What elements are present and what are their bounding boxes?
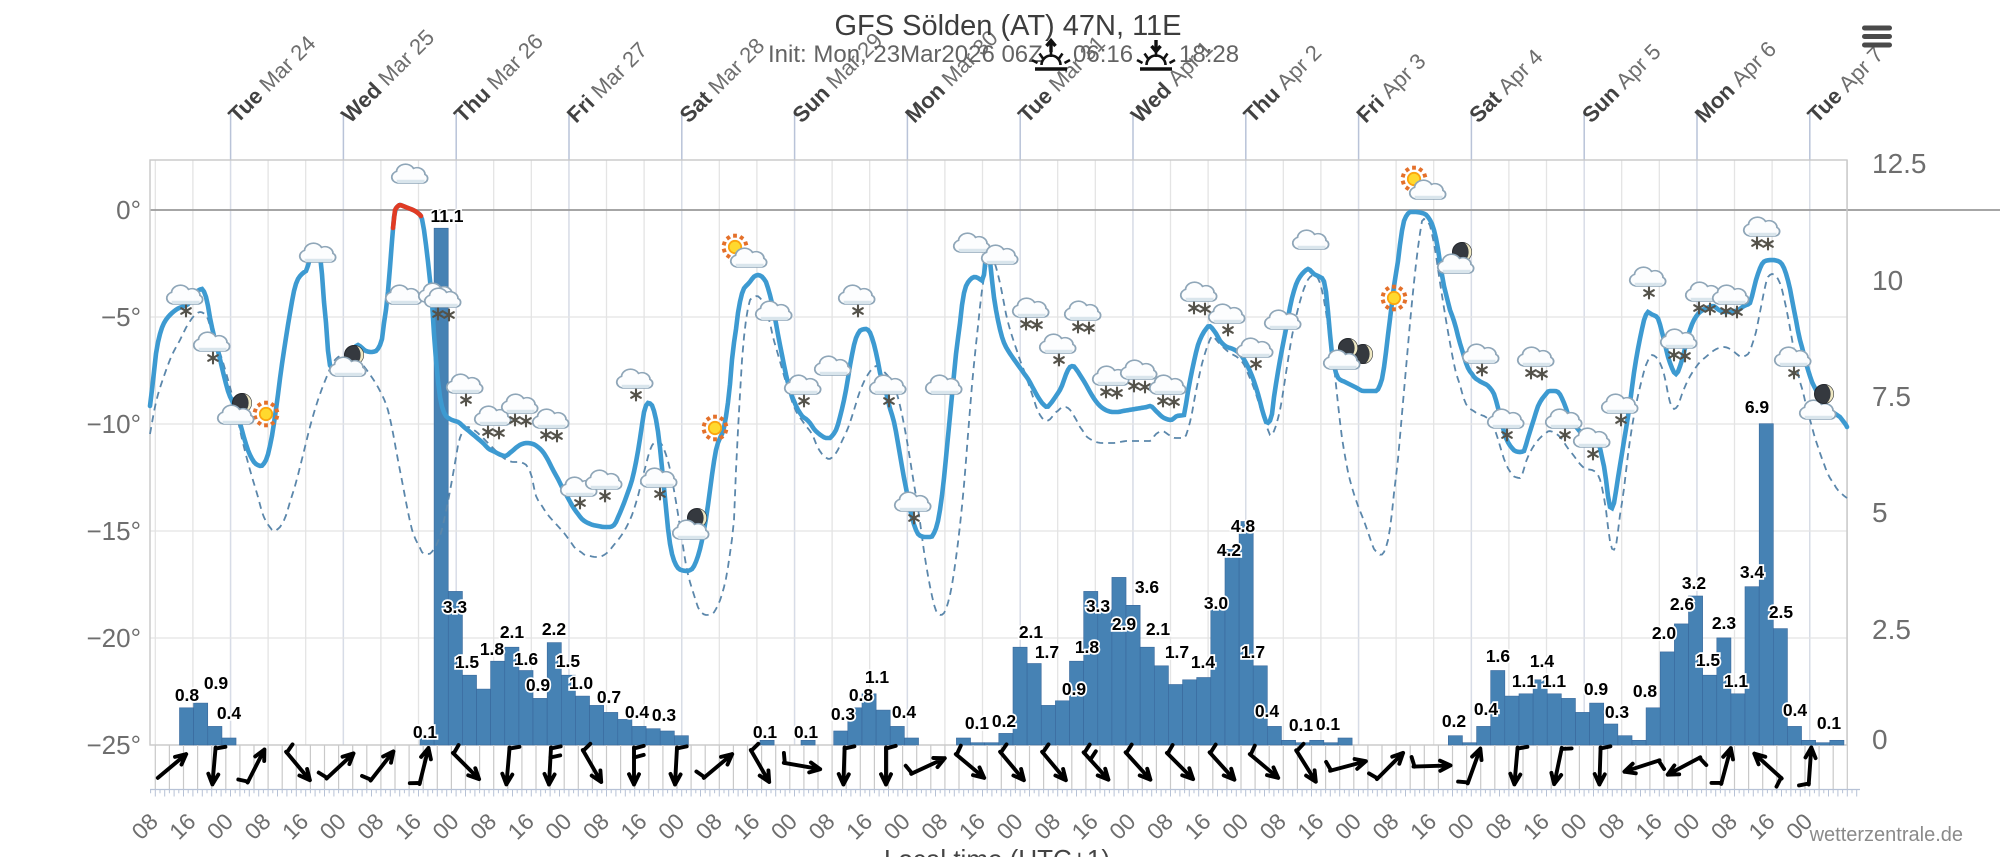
svg-text:1.4: 1.4	[1530, 651, 1555, 671]
svg-text:11.1: 11.1	[430, 206, 463, 226]
svg-text:0.4: 0.4	[217, 703, 242, 723]
svg-text:3.2: 3.2	[1682, 573, 1707, 593]
svg-text:0.4: 0.4	[1783, 700, 1808, 720]
svg-text:1.4: 1.4	[1191, 652, 1216, 672]
svg-text:0.3: 0.3	[1605, 702, 1630, 722]
svg-text:0.1: 0.1	[965, 713, 990, 733]
svg-text:1.5: 1.5	[1696, 650, 1721, 670]
svg-text:0.8: 0.8	[175, 685, 200, 705]
svg-text:GFS Sölden (AT) 47N, 11E: GFS Sölden (AT) 47N, 11E	[834, 10, 1181, 42]
svg-text:1.1: 1.1	[1724, 671, 1749, 691]
svg-text:4.8: 4.8	[1231, 516, 1256, 536]
svg-text:18:28: 18:28	[1179, 41, 1239, 68]
svg-text:2.5: 2.5	[1769, 602, 1794, 622]
svg-text:5: 5	[1872, 497, 1888, 528]
svg-text:Local time (UTC+1): Local time (UTC+1)	[884, 844, 1110, 857]
svg-text:0.1: 0.1	[753, 722, 778, 742]
svg-text:2.9: 2.9	[1112, 614, 1137, 634]
svg-text:1.5: 1.5	[455, 652, 480, 672]
svg-text:0.9: 0.9	[1584, 679, 1609, 699]
svg-text:3.6: 3.6	[1135, 577, 1160, 597]
svg-text:0.2: 0.2	[992, 711, 1017, 731]
svg-text:3.3: 3.3	[443, 597, 468, 617]
svg-text:−5°: −5°	[101, 302, 141, 332]
svg-text:−25°: −25°	[86, 730, 141, 760]
svg-text:1.1: 1.1	[1542, 671, 1567, 691]
svg-text:06:16: 06:16	[1073, 41, 1133, 68]
svg-text:3.4: 3.4	[1740, 562, 1765, 582]
svg-text:0.3: 0.3	[652, 705, 677, 725]
svg-text:wetterzentrale.de: wetterzentrale.de	[1809, 824, 1963, 846]
svg-text:1.7: 1.7	[1241, 642, 1265, 662]
svg-text:2.2: 2.2	[542, 619, 567, 639]
svg-text:1.1: 1.1	[865, 667, 890, 687]
svg-text:0.4: 0.4	[1255, 701, 1280, 721]
svg-text:4.2: 4.2	[1217, 540, 1242, 560]
svg-text:10: 10	[1872, 265, 1903, 296]
svg-text:1.5: 1.5	[556, 651, 581, 671]
svg-text:0°: 0°	[116, 195, 141, 225]
svg-text:1.8: 1.8	[1075, 637, 1100, 657]
svg-text:1.1: 1.1	[1512, 671, 1537, 691]
svg-text:0.1: 0.1	[794, 722, 819, 742]
svg-text:2.1: 2.1	[500, 622, 525, 642]
svg-text:0.9: 0.9	[526, 675, 551, 695]
svg-text:0.1: 0.1	[1289, 715, 1314, 735]
svg-text:1.7: 1.7	[1165, 642, 1189, 662]
svg-text:12.5: 12.5	[1872, 148, 1927, 179]
svg-text:0.7: 0.7	[597, 687, 621, 707]
svg-text:3.0: 3.0	[1204, 593, 1229, 613]
svg-text:0.1: 0.1	[1316, 714, 1341, 734]
svg-text:1.0: 1.0	[569, 673, 594, 693]
svg-text:0.9: 0.9	[1062, 679, 1087, 699]
svg-text:2.5: 2.5	[1872, 614, 1911, 645]
svg-text:0.2: 0.2	[1442, 711, 1467, 731]
svg-text:0.1: 0.1	[1817, 713, 1842, 733]
svg-text:1.8: 1.8	[480, 639, 505, 659]
svg-text:0.9: 0.9	[204, 673, 229, 693]
svg-text:0.8: 0.8	[1633, 681, 1658, 701]
svg-text:2.1: 2.1	[1146, 619, 1171, 639]
svg-text:−20°: −20°	[86, 623, 141, 653]
svg-text:7.5: 7.5	[1872, 381, 1911, 412]
svg-text:0.3: 0.3	[831, 704, 856, 724]
svg-text:2.0: 2.0	[1652, 623, 1677, 643]
svg-text:1.7: 1.7	[1035, 642, 1059, 662]
svg-text:3.3: 3.3	[1086, 596, 1111, 616]
svg-text:0.8: 0.8	[849, 685, 874, 705]
svg-text:2.6: 2.6	[1670, 594, 1695, 614]
svg-text:1.6: 1.6	[1486, 646, 1511, 666]
svg-text:Init: Mon, 23Mar2026 06Z: Init: Mon, 23Mar2026 06Z	[768, 41, 1043, 68]
svg-text:0.4: 0.4	[892, 702, 917, 722]
svg-text:0.4: 0.4	[625, 702, 650, 722]
svg-text:−10°: −10°	[86, 409, 141, 439]
svg-text:6.9: 6.9	[1745, 397, 1770, 417]
svg-text:2.3: 2.3	[1712, 613, 1737, 633]
svg-text:1.6: 1.6	[514, 649, 539, 669]
svg-text:0: 0	[1872, 724, 1888, 755]
svg-text:2.1: 2.1	[1019, 622, 1044, 642]
svg-text:−15°: −15°	[86, 516, 141, 546]
svg-text:0.4: 0.4	[1474, 699, 1499, 719]
svg-text:0.1: 0.1	[413, 722, 438, 742]
